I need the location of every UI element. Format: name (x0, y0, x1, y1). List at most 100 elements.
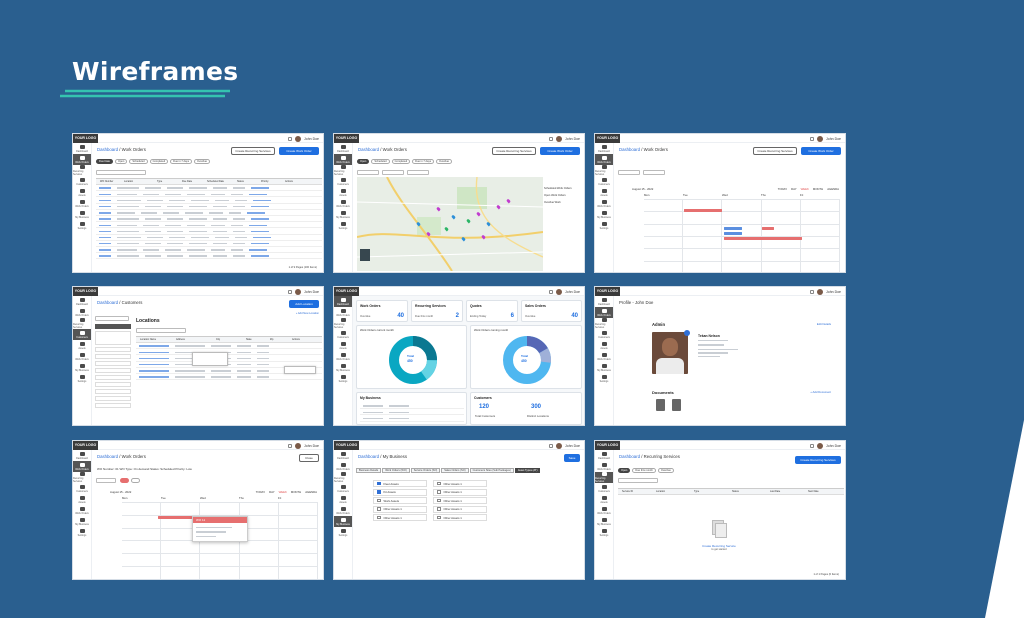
sidebar-item[interactable]: Recurring Services (73, 472, 91, 483)
sidebar-item[interactable]: Recurring Services (334, 165, 352, 176)
create-recurring-button[interactable]: Create Recurring Services (753, 147, 797, 155)
sidebar-item[interactable]: My Business (73, 209, 91, 220)
bell-icon[interactable] (549, 136, 554, 141)
filter-chip[interactable]: Overdue (657, 468, 674, 473)
checkbox-row[interactable]: Other Assets 1 (373, 514, 427, 521)
sidebar-item-active[interactable]: Work Orders (595, 154, 613, 165)
filter-chip[interactable]: Open (357, 159, 370, 164)
sidebar-item-active[interactable]: Recurring Services (595, 472, 613, 483)
table-row[interactable] (136, 343, 322, 350)
sidebar-item[interactable]: Settings (595, 220, 613, 231)
sidebar-item[interactable]: Dashboard (595, 296, 613, 307)
tab[interactable]: Service Orders (SO) (410, 468, 441, 473)
user-menu[interactable]: John Doe (288, 135, 319, 142)
sidebar-item[interactable]: Dashboard (73, 296, 91, 307)
calendar-grid[interactable] (122, 502, 318, 579)
sidebar-item[interactable]: Assets (595, 494, 613, 505)
bell-icon[interactable] (549, 443, 554, 448)
filter-select[interactable] (407, 170, 429, 175)
tab[interactable]: Sales Orders (SO) (441, 468, 469, 473)
filter-select[interactable] (357, 170, 379, 175)
filter-chip[interactable] (120, 478, 129, 483)
bell-icon[interactable] (810, 136, 815, 141)
map[interactable] (356, 176, 544, 272)
sidebar-item[interactable]: Work Orders (334, 505, 352, 516)
kpi-card[interactable]: Quotes Ending Today 6 (466, 300, 518, 322)
search-input[interactable] (95, 316, 129, 321)
sidebar-item[interactable]: Recurring Services (334, 472, 352, 483)
user-menu[interactable]: John Doe (549, 442, 580, 449)
filter-select[interactable] (643, 170, 665, 175)
sidebar-item[interactable]: Settings (334, 373, 352, 384)
sidebar-item[interactable]: Assets (334, 494, 352, 505)
create-work-order-button[interactable]: Create Work Order (279, 147, 319, 155)
list-item[interactable] (95, 403, 131, 408)
sidebar-item[interactable]: Work Orders (595, 198, 613, 209)
table-row[interactable] (96, 185, 322, 192)
filter-chip[interactable]: Completed (149, 159, 169, 164)
table-row[interactable] (136, 374, 322, 381)
sidebar-item[interactable]: Dashboard (73, 450, 91, 461)
avatar[interactable] (817, 288, 824, 295)
table-row[interactable] (96, 210, 322, 216)
tab[interactable]: Customers Sites (Sub Packages) (469, 468, 514, 473)
sidebar-item[interactable]: Recurring Services (73, 318, 91, 329)
create-recurring-button[interactable]: Create Recurring Services (492, 147, 536, 155)
sidebar-item-active[interactable]: Customers (73, 329, 91, 340)
bell-icon[interactable] (810, 443, 815, 448)
create-work-order-button[interactable]: Create Work Order (540, 147, 580, 155)
calendar-event[interactable] (762, 227, 774, 230)
calendar-event[interactable] (684, 209, 722, 212)
bell-icon[interactable] (288, 443, 293, 448)
sidebar-item[interactable]: Work Orders (73, 505, 91, 516)
table-row[interactable] (96, 216, 322, 223)
sidebar-item[interactable]: Recurring Services (334, 318, 352, 329)
sidebar-item[interactable]: Customers (334, 329, 352, 340)
sidebar-item[interactable]: Settings (334, 527, 352, 538)
sidebar-item[interactable]: Work Orders (334, 461, 352, 472)
bell-icon[interactable] (549, 289, 554, 294)
sidebar-item-active[interactable]: Work Orders (334, 154, 352, 165)
table-row[interactable] (96, 235, 322, 241)
sidebar-item[interactable]: Customers (595, 329, 613, 340)
sidebar-item[interactable]: My Business (595, 209, 613, 220)
create-work-order-button[interactable]: Create Work Order (801, 147, 841, 155)
table-row[interactable] (96, 204, 322, 210)
avatar[interactable] (556, 442, 563, 449)
actions-dropdown[interactable] (284, 366, 316, 374)
sidebar-item[interactable]: Work Orders (334, 307, 352, 318)
sidebar-item[interactable]: Assets (73, 187, 91, 198)
checkbox-row[interactable]: Other Assets 1 (433, 505, 487, 513)
table-row[interactable] (136, 368, 322, 374)
checkbox-row[interactable]: Work Assets (373, 497, 427, 504)
sidebar-item-active[interactable]: Work Orders (595, 307, 613, 318)
sidebar-item[interactable]: Dashboard (595, 450, 613, 461)
filter-chip[interactable]: Due Date (96, 159, 113, 164)
edit-photo-icon[interactable] (684, 330, 690, 336)
list-item[interactable] (95, 375, 131, 380)
sidebar-item[interactable]: Assets (73, 340, 91, 351)
sidebar-item[interactable]: Recurring Services (595, 318, 613, 329)
kpi-card[interactable]: Work Orders Overdue 40 (356, 300, 408, 322)
sidebar-item[interactable]: Assets (334, 340, 352, 351)
sidebar-item[interactable]: Assets (595, 187, 613, 198)
filter-chip[interactable]: Open (618, 468, 631, 473)
checkbox-row[interactable]: Other Assets 1 (433, 497, 487, 504)
event-popup[interactable]: WO 11 (192, 516, 248, 542)
sidebar-item[interactable]: My Business (595, 516, 613, 527)
calendar-event[interactable] (724, 232, 742, 235)
sidebar-item[interactable]: Dashboard (334, 450, 352, 461)
user-menu[interactable]: John Doe (288, 288, 319, 295)
kpi-card[interactable]: Recurring Services Due this month 2 (411, 300, 463, 322)
calendar-event[interactable] (158, 516, 192, 519)
filter-chip[interactable]: Overdue (194, 159, 210, 164)
filter-chip[interactable]: Open (114, 159, 128, 164)
avatar[interactable] (817, 135, 824, 142)
kpi-card[interactable]: Sales Orders Overdue 40 (521, 300, 582, 322)
sidebar-item[interactable]: My Business (334, 209, 352, 220)
table-row[interactable] (96, 228, 322, 235)
sidebar-item[interactable]: Settings (73, 220, 91, 231)
sidebar-item-active[interactable]: My Business (334, 516, 352, 527)
user-menu[interactable]: John Doe (810, 135, 841, 142)
add-new-location-link[interactable]: + Add New Location (295, 312, 319, 315)
